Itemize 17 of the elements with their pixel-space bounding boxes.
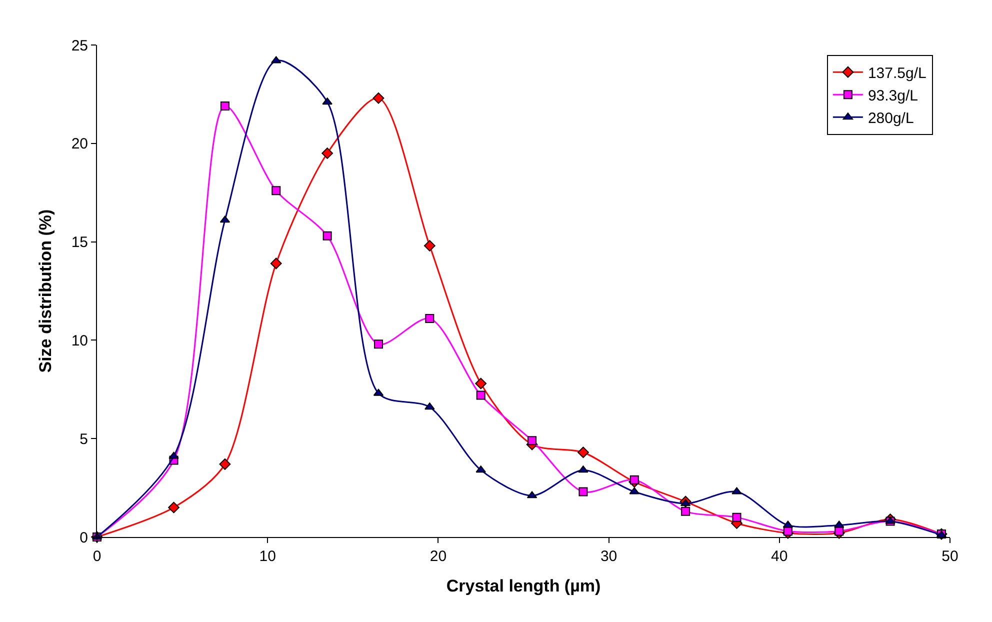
y-tick-label: 0 xyxy=(80,529,88,546)
y-tick-label: 5 xyxy=(80,430,88,448)
legend-label: 137.5g/L xyxy=(868,64,926,82)
x-tick-label: 30 xyxy=(600,548,618,565)
y-tick-label: 15 xyxy=(71,234,88,252)
y-tick-label: 20 xyxy=(71,136,88,153)
x-axis-title: Crystal length (µm) xyxy=(446,576,601,596)
x-tick-label: 50 xyxy=(942,548,958,565)
legend-label: 93.3g/L xyxy=(868,87,918,104)
x-tick-label: 40 xyxy=(771,548,788,565)
legend-label: 280g/L xyxy=(868,110,914,127)
x-tick-label: 20 xyxy=(430,548,447,565)
y-axis-title: Size distribution (%) xyxy=(36,209,55,373)
x-tick-label: 10 xyxy=(259,548,276,565)
y-tick-label: 25 xyxy=(71,37,88,54)
x-tick-label: 0 xyxy=(92,548,102,565)
y-tick-label: 10 xyxy=(71,332,88,350)
